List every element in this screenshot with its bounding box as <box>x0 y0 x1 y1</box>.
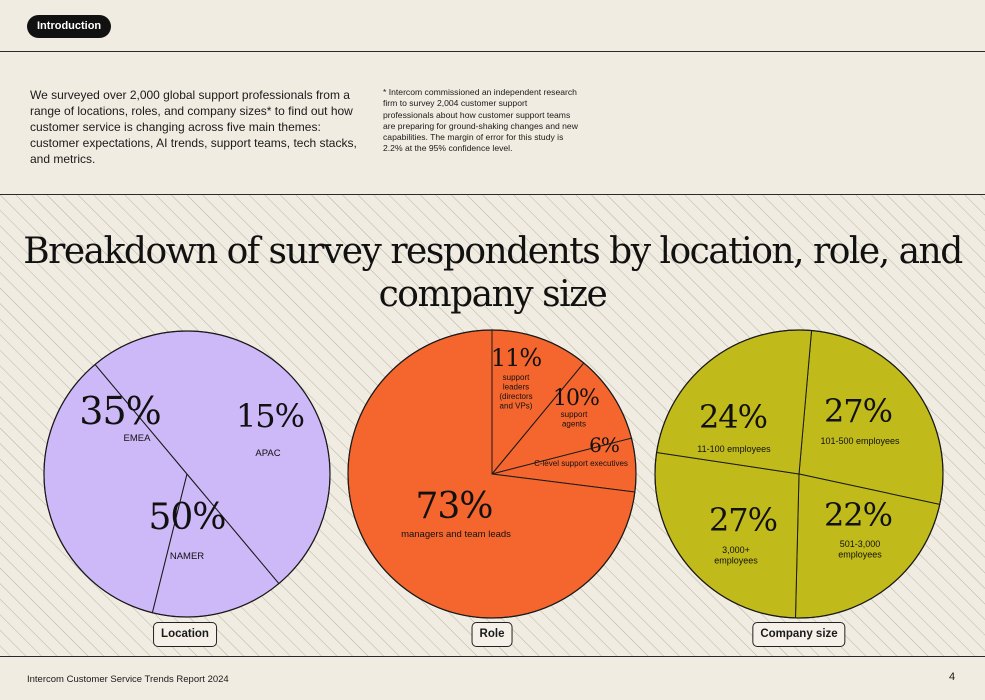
footer-divider <box>0 656 985 657</box>
page-number: 4 <box>949 671 956 683</box>
slice-value-label: 35% <box>79 389 160 433</box>
intro-paragraph: We surveyed over 2,000 global support pr… <box>30 88 357 166</box>
top-divider <box>0 51 985 52</box>
slice-category-label: 11-100 employees <box>697 444 771 454</box>
band-top-divider <box>0 194 985 195</box>
slice-value-label: 50% <box>148 497 225 538</box>
chart-title: Breakdown of survey respondents by locat… <box>23 231 963 315</box>
methodology-footnote: * Intercom commissioned an independent r… <box>383 87 578 154</box>
pie-outline-1 <box>347 329 637 619</box>
slice-value-label: 10% <box>553 386 599 411</box>
slice-category-label: 3,000+ employees <box>714 545 758 566</box>
slice-value-label: 27% <box>824 392 892 430</box>
slice-category-label: NAMER <box>170 551 204 562</box>
slice-category-label: APAC <box>255 448 280 459</box>
location-label: Location <box>153 622 217 647</box>
pie-outline-0 <box>43 330 331 618</box>
slice-value-label: 15% <box>236 397 304 435</box>
slice-value-label: 11% <box>491 344 542 372</box>
slice-category-label: EMEA <box>124 433 152 444</box>
role-label: Role <box>471 622 513 647</box>
slice-category-label: support leaders (directors and VPs) <box>499 373 532 411</box>
slice-value-label: 22% <box>824 496 892 534</box>
slice-category-label: 501-3,000 employees <box>838 539 882 560</box>
pie-outline-2 <box>654 329 944 619</box>
slice-value-label: 24% <box>699 398 767 436</box>
slice-category-label: C-level support executives <box>534 459 628 468</box>
slice-category-label: support agents <box>561 410 588 429</box>
slice-category-label: managers and team leads <box>401 529 511 540</box>
report-title: Intercom Customer Service Trends Report … <box>27 674 229 685</box>
slice-value-label: 6% <box>589 433 619 457</box>
slice-value-label: 27% <box>709 501 777 539</box>
slice-category-label: 101-500 employees <box>820 436 900 446</box>
company-size-label: Company size <box>752 622 846 647</box>
section-tag: Introduction <box>27 15 112 38</box>
slice-value-label: 73% <box>415 486 492 527</box>
